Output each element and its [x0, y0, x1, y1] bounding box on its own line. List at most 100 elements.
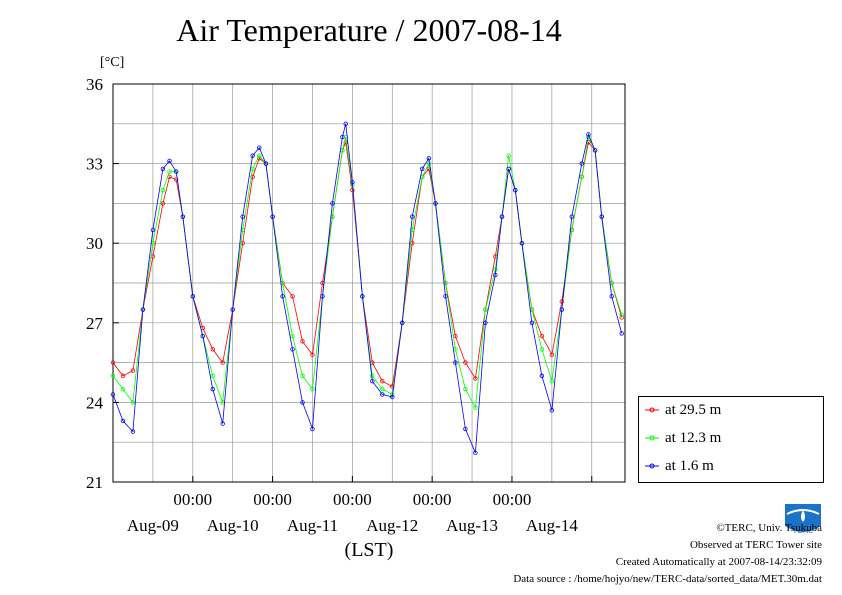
- data-point: [110, 360, 116, 365]
- data-point: [150, 227, 156, 233]
- data-point: [463, 426, 468, 432]
- data-point: [380, 392, 385, 397]
- series-line: [112, 135, 623, 410]
- x-day-label: Aug-13: [446, 516, 498, 535]
- data-point: [549, 408, 555, 413]
- data-point: [529, 320, 535, 325]
- y-tick-label: 36: [86, 75, 103, 94]
- x-day-label: Aug-10: [207, 516, 259, 535]
- data-point: [400, 320, 405, 325]
- x-day-label: Aug-12: [366, 516, 418, 535]
- data-point: [240, 214, 245, 219]
- data-point: [120, 373, 126, 379]
- grid-lines: [113, 84, 625, 482]
- data-point: [210, 373, 215, 379]
- data-point: [350, 179, 355, 185]
- data-point: [506, 166, 511, 172]
- data-point: [609, 294, 614, 299]
- data-point: [130, 429, 136, 434]
- data-point: [220, 360, 225, 365]
- y-tick-label: 27: [86, 314, 104, 333]
- data-point: [453, 360, 458, 365]
- data-point: [483, 307, 488, 312]
- data-point: [539, 333, 545, 339]
- x-tick-time-label: 00:00: [173, 490, 212, 509]
- legend-label: at 1.6 m: [665, 457, 714, 474]
- terc-logo-icon: TERC: [785, 504, 821, 535]
- legend-item-12-3m: at 12.3 m: [645, 428, 721, 448]
- x-tick-time-label: 00:00: [333, 490, 372, 509]
- x-day-label: Aug-11: [287, 516, 338, 535]
- data-point: [173, 169, 179, 174]
- data-point: [579, 174, 584, 180]
- data-point: [340, 134, 345, 140]
- data-point: [506, 153, 511, 158]
- x-axis-ticks: 00:00 Aug-09 00:00 Aug-10 00:00 Aug-11 00:00 Au…: [127, 476, 593, 535]
- data-point: [210, 386, 215, 392]
- data-point: [473, 450, 478, 456]
- data-point: [120, 418, 126, 424]
- data-point: [599, 214, 604, 219]
- created-text: Created Automatically at 2007-08-14/23:3…: [615, 556, 822, 568]
- data-point: [463, 386, 468, 392]
- data-point: [160, 201, 166, 206]
- x-tick-time-label: 00:00: [493, 490, 532, 509]
- data-point: [230, 307, 235, 312]
- data-point: [210, 347, 215, 352]
- data-point: [290, 294, 295, 299]
- data-point: [180, 214, 186, 219]
- data-point: [320, 294, 325, 299]
- data-point: [549, 352, 555, 357]
- data-point: [190, 294, 195, 299]
- data-point: [380, 386, 385, 392]
- data-point: [370, 373, 375, 379]
- y-axis-ticks: 21 24 27 30 33 36: [86, 75, 119, 492]
- x-tick-time-label: 00:00: [253, 490, 292, 509]
- data-point: [250, 174, 255, 180]
- data-point: [280, 294, 285, 299]
- data-point: [619, 331, 624, 336]
- data-point: [130, 368, 136, 373]
- data-point: [579, 161, 584, 166]
- chart-title: Air Temperature / 2007-08-14: [176, 12, 562, 48]
- data-point: [167, 169, 172, 174]
- data-point: [519, 240, 525, 246]
- x-day-label: Aug-09: [127, 516, 179, 535]
- legend-label: at 12.3 m: [665, 429, 722, 446]
- y-tick-label: 33: [86, 155, 103, 174]
- data-point: [619, 315, 624, 320]
- data-point: [370, 378, 375, 384]
- data-point: [426, 156, 432, 161]
- data-point: [569, 214, 575, 219]
- data-point: [433, 201, 438, 206]
- data-point: [300, 400, 305, 405]
- y-unit-label: [°C]: [100, 55, 125, 70]
- data-point: [300, 339, 305, 344]
- data-point: [200, 333, 205, 339]
- data-point: [110, 373, 116, 379]
- data-point: [619, 312, 624, 318]
- data-point: [140, 307, 146, 312]
- y-tick-label: 21: [86, 473, 103, 492]
- data-point: [343, 121, 348, 126]
- data-point: [592, 148, 598, 153]
- x-axis-label: (LST): [345, 539, 394, 561]
- data-point: [473, 405, 478, 410]
- data-point: [130, 400, 136, 405]
- data-point: [473, 376, 478, 381]
- data-point: [290, 347, 295, 352]
- data-point: [380, 378, 385, 384]
- logo-text: TERC: [792, 526, 814, 535]
- data-point: [410, 214, 415, 219]
- data-point: [483, 320, 488, 325]
- data-point: [443, 294, 448, 299]
- source-text: Data source : /home/hojyo/new/TERC-data/…: [513, 573, 822, 585]
- plot-frame: [112, 83, 626, 483]
- data-point: [426, 161, 432, 166]
- data-point: [549, 378, 555, 384]
- y-tick-label: 30: [86, 234, 103, 253]
- series-line: [112, 123, 623, 453]
- data-point: [120, 386, 126, 392]
- data-point: [250, 153, 255, 158]
